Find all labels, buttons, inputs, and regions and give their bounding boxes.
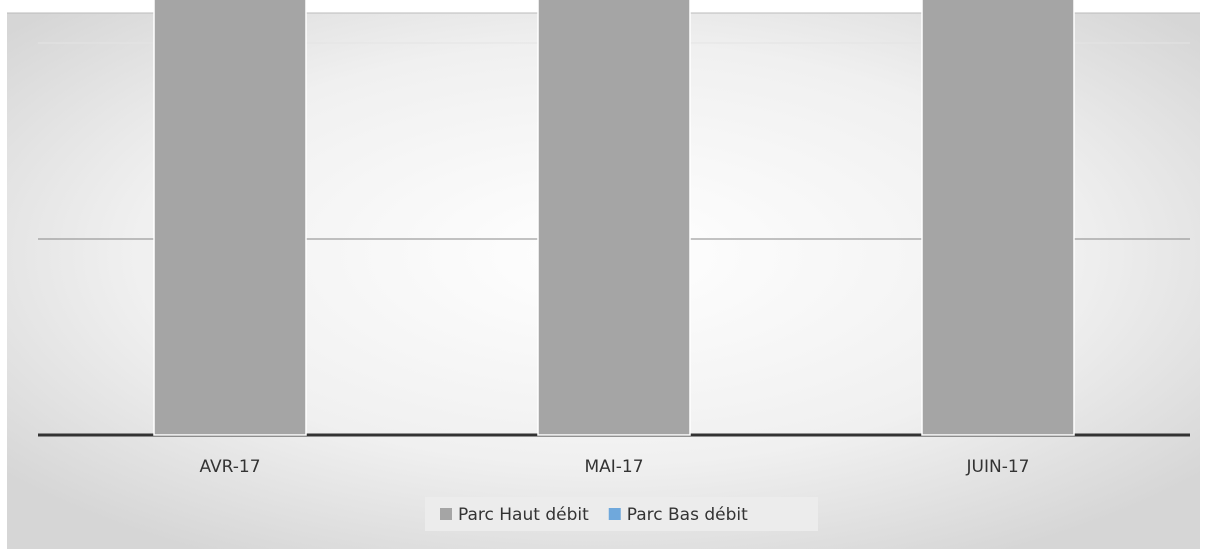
bar-segment	[153, 0, 307, 436]
x-tick-label: MAI-17	[584, 457, 643, 477]
x-tick-label: JUIN-17	[966, 457, 1030, 477]
legend-swatch	[440, 508, 452, 520]
legend-label: Parc Haut débit	[458, 505, 589, 525]
legend-swatch	[608, 508, 621, 520]
bar-segment	[921, 0, 1075, 436]
legend-label: Parc Bas débit	[627, 505, 748, 525]
bar-segment	[537, 0, 691, 436]
legend-box	[425, 497, 818, 531]
x-tick-label: AVR-17	[199, 457, 260, 477]
